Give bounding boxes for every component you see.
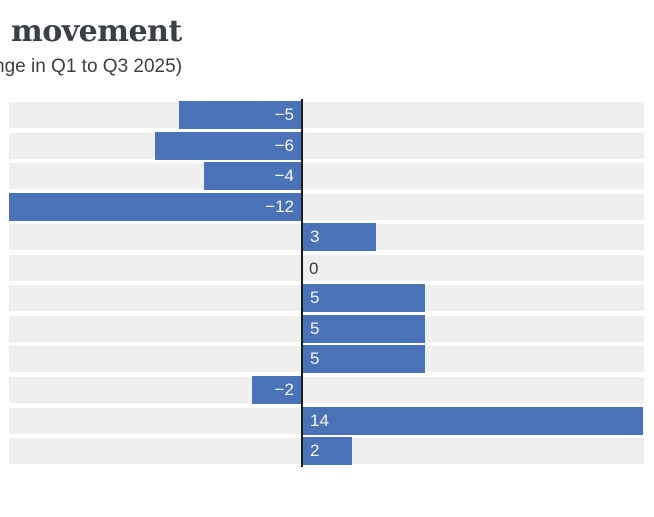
row-stripe bbox=[9, 102, 644, 128]
bar: 2 bbox=[303, 437, 352, 465]
bar: −2 bbox=[252, 376, 301, 404]
bar-value-label: −4 bbox=[274, 165, 294, 185]
bar-value-label: 14 bbox=[310, 410, 329, 430]
chart-title: movement bbox=[11, 14, 182, 49]
bar-value-label: −5 bbox=[274, 104, 294, 124]
bar: 5 bbox=[303, 345, 425, 373]
bar: −12 bbox=[9, 193, 301, 221]
bar: 3 bbox=[303, 223, 376, 251]
bar-chart: −5 −6 −4 −12 3 0 5 5 5 −2 14 2 bbox=[0, 99, 654, 469]
row-stripe bbox=[9, 133, 644, 159]
bar: −5 bbox=[179, 101, 301, 129]
chart-subtitle: nge in Q1 to Q3 2025) bbox=[0, 56, 183, 77]
bar-value-label: −2 bbox=[274, 379, 294, 399]
bar-value-label: 2 bbox=[310, 440, 320, 460]
bar: −4 bbox=[204, 162, 301, 190]
row-stripe bbox=[9, 377, 644, 403]
zero-axis-line bbox=[301, 99, 303, 467]
bar: −6 bbox=[155, 132, 301, 160]
bar-value-label: −6 bbox=[274, 135, 294, 155]
row-stripe bbox=[9, 255, 644, 281]
bar: 5 bbox=[303, 315, 425, 343]
zero-value-label: 0 bbox=[309, 259, 319, 278]
bar-value-label: 5 bbox=[310, 348, 320, 368]
bar: 5 bbox=[303, 284, 425, 312]
bar-value-label: 5 bbox=[310, 287, 320, 307]
bar: 14 bbox=[303, 407, 643, 435]
row-stripe bbox=[9, 163, 644, 189]
bar-value-label: −12 bbox=[265, 196, 294, 216]
bar-value-label: 5 bbox=[310, 318, 320, 338]
bar-value-label: 3 bbox=[310, 226, 320, 246]
